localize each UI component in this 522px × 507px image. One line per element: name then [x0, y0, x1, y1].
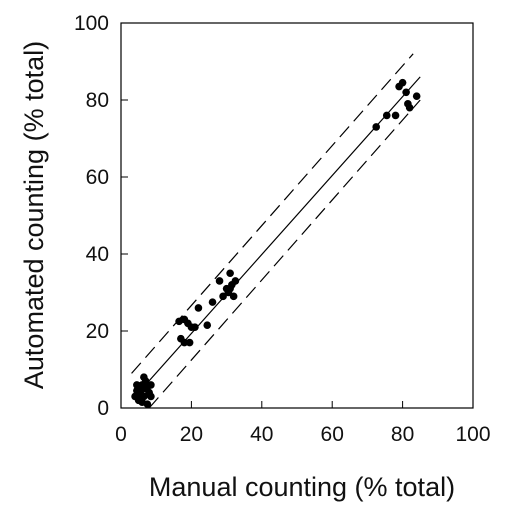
data-point: [203, 321, 212, 330]
data-point: [185, 338, 194, 347]
data-point: [398, 78, 407, 87]
y-axis-title: Automated counting (% total): [19, 41, 49, 389]
data-point: [194, 304, 203, 312]
data-point: [191, 323, 199, 331]
data-point: [143, 383, 152, 391]
y-tick-label: 80: [86, 89, 109, 112]
data-point: [208, 298, 217, 306]
data-point: [372, 123, 381, 131]
lines-layer: [131, 53, 421, 409]
y-tick-label: 20: [86, 320, 109, 343]
data-point: [405, 103, 414, 112]
x-tick-label: 40: [250, 423, 273, 446]
confidence-bound-line: [148, 99, 421, 409]
plot-frame: [120, 22, 474, 409]
data-point: [133, 386, 141, 395]
x-axis-title: Manual counting (% total): [149, 472, 455, 502]
data-point: [141, 377, 150, 385]
data-point: [136, 394, 145, 403]
points-layer: [131, 78, 421, 408]
data-point: [226, 284, 234, 293]
x-tick-label: 0: [115, 423, 127, 446]
x-tick-label: 60: [321, 423, 344, 446]
y-tick-label: 40: [86, 243, 109, 266]
data-point: [215, 277, 224, 285]
data-point: [147, 392, 155, 401]
data-point: [180, 338, 189, 347]
y-tick-label: 100: [74, 12, 109, 35]
x-tick-label: 20: [180, 423, 203, 446]
data-point: [143, 400, 152, 408]
x-tick-label: 100: [455, 423, 490, 446]
y-tick-label: 0: [97, 397, 109, 420]
data-point: [226, 269, 234, 278]
ticks-layer: 0 20 40 60 80 100 0 20 40 60 80 100: [74, 12, 491, 446]
confidence-bound-line: [131, 53, 414, 374]
data-point: [229, 292, 238, 301]
data-point: [231, 277, 240, 285]
data-point: [412, 92, 421, 100]
data-point: [391, 111, 400, 120]
data-point: [219, 292, 227, 301]
y-tick-label: 60: [86, 166, 109, 189]
data-point: [402, 88, 410, 97]
data-point: [382, 111, 391, 120]
x-tick-label: 80: [391, 423, 414, 446]
